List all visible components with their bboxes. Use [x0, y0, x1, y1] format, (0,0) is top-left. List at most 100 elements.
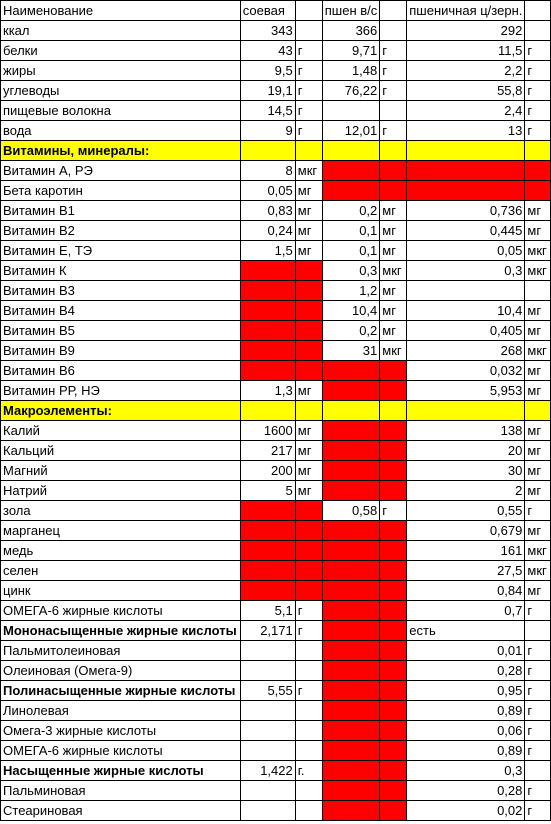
cell-soy-unit[interactable] [294, 720, 323, 741]
cell-millet-unit[interactable]: мг [379, 300, 408, 321]
cell-soy-value[interactable]: 0,83 [239, 200, 296, 221]
cell-millet-value[interactable] [321, 100, 381, 121]
cell-soy-value[interactable]: 1,422 [239, 760, 296, 781]
cell-soy-unit[interactable] [294, 580, 323, 601]
cell-wheat-value[interactable]: 20 [406, 440, 526, 461]
cell-wheat-value[interactable]: 0,95 [406, 680, 526, 701]
cell-millet-unit[interactable]: мг [379, 200, 408, 221]
cell-millet-value[interactable]: 12,01 [321, 120, 381, 141]
cell-millet-unit[interactable] [379, 20, 408, 41]
cell-wheat-unit[interactable] [524, 180, 551, 201]
cell-soy-unit[interactable] [294, 260, 323, 281]
cell-millet-value[interactable]: 76,22 [321, 80, 381, 101]
cell-soy-value[interactable] [239, 500, 296, 521]
cell-name[interactable]: Витамин В5 [0, 320, 241, 341]
cell-soy-value[interactable] [239, 320, 296, 341]
cell-wheat-unit[interactable]: г [524, 500, 551, 521]
cell-name[interactable]: медь [0, 540, 241, 561]
cell-soy-value[interactable] [239, 340, 296, 361]
cell-millet-unit[interactable] [379, 100, 408, 121]
cell-wheat-unit[interactable]: г [524, 60, 551, 81]
cell-millet-value[interactable] [321, 640, 381, 661]
cell-name[interactable]: марганец [0, 520, 241, 541]
cell-millet-value[interactable]: 1,2 [321, 280, 381, 301]
cell-millet-unit[interactable] [379, 580, 408, 601]
cell-wheat-unit[interactable]: г [524, 780, 551, 801]
cell-wheat-unit[interactable]: мкг [524, 240, 551, 261]
cell-soy-value[interactable] [239, 780, 296, 801]
cell-wheat-unit[interactable]: г [524, 700, 551, 721]
cell-soy-unit[interactable]: мг [294, 240, 323, 261]
cell-soy-unit[interactable]: г [294, 80, 323, 101]
cell-millet-value[interactable] [321, 480, 381, 501]
cell-millet-unit[interactable] [379, 180, 408, 201]
cell-soy-value[interactable] [239, 560, 296, 581]
cell-wheat-value[interactable] [406, 280, 526, 301]
cell-soy-value[interactable] [239, 720, 296, 741]
cell-name[interactable]: Пальмитолеиновая [0, 640, 241, 661]
header-cell-soy-value[interactable]: соевая [239, 0, 296, 21]
cell-soy-value[interactable] [239, 360, 296, 381]
header-cell-millet-value[interactable]: пшен в/с [321, 0, 381, 21]
cell-soy-value[interactable]: 8 [239, 160, 296, 181]
cell-wheat-value[interactable]: 0,7 [406, 600, 526, 621]
cell-name[interactable]: пищевые волокна [0, 100, 241, 121]
cell-name[interactable]: ОМЕГА-6 жирные кислоты [0, 600, 241, 621]
cell-millet-value[interactable]: 0,1 [321, 220, 381, 241]
cell-soy-value[interactable]: 1,3 [239, 380, 296, 401]
cell-millet-value[interactable]: 0,1 [321, 240, 381, 261]
cell-soy-unit[interactable] [294, 280, 323, 301]
cell-wheat-value[interactable]: 5,953 [406, 380, 526, 401]
cell-soy-unit[interactable]: мг [294, 220, 323, 241]
header-cell-millet-unit[interactable] [379, 0, 408, 21]
cell-soy-value[interactable]: 9,5 [239, 60, 296, 81]
cell-wheat-unit[interactable]: г [524, 720, 551, 741]
cell-wheat-value[interactable] [406, 180, 526, 201]
cell-wheat-value[interactable]: 0,89 [406, 700, 526, 721]
cell-millet-value[interactable]: 0,58 [321, 500, 381, 521]
cell-soy-unit[interactable] [294, 740, 323, 761]
cell-wheat-unit[interactable]: г [524, 120, 551, 141]
cell-millet-unit[interactable] [379, 780, 408, 801]
cell-soy-unit[interactable] [294, 300, 323, 321]
cell-soy-value[interactable] [239, 700, 296, 721]
cell-millet-unit[interactable] [379, 380, 408, 401]
cell-soy-unit[interactable]: мкг [294, 160, 323, 181]
cell-soy-value[interactable]: 5,55 [239, 680, 296, 701]
cell-millet-unit[interactable] [379, 640, 408, 661]
cell-soy-value[interactable] [239, 740, 296, 761]
cell-wheat-value[interactable]: 268 [406, 340, 526, 361]
cell-wheat-unit[interactable]: мг [524, 380, 551, 401]
cell-wheat-value[interactable]: 13 [406, 120, 526, 141]
cell-millet-unit[interactable] [379, 360, 408, 381]
cell-millet-unit[interactable] [379, 520, 408, 541]
cell-millet-unit[interactable]: г [379, 60, 408, 81]
cell-wheat-value[interactable]: 0,55 [406, 500, 526, 521]
cell-wheat-unit[interactable]: г [524, 800, 551, 821]
cell-wheat-unit[interactable]: мг [524, 320, 551, 341]
cell-soy-value[interactable] [239, 640, 296, 661]
cell-name[interactable]: Олеиновая (Омега-9) [0, 660, 241, 681]
cell-millet-unit[interactable] [379, 400, 408, 421]
cell-wheat-value[interactable]: 0,679 [406, 520, 526, 541]
cell-wheat-unit[interactable] [524, 620, 551, 641]
cell-wheat-value[interactable]: 0,736 [406, 200, 526, 221]
cell-wheat-value[interactable]: 0,3 [406, 260, 526, 281]
cell-soy-value[interactable] [239, 140, 296, 161]
cell-wheat-value[interactable]: 0,28 [406, 660, 526, 681]
cell-soy-unit[interactable] [294, 400, 323, 421]
cell-millet-value[interactable]: 31 [321, 340, 381, 361]
cell-wheat-value[interactable]: 11,5 [406, 40, 526, 61]
cell-soy-unit[interactable] [294, 320, 323, 341]
cell-wheat-unit[interactable]: г [524, 680, 551, 701]
cell-soy-value[interactable]: 5,1 [239, 600, 296, 621]
cell-millet-value[interactable]: 0,2 [321, 320, 381, 341]
cell-millet-value[interactable] [321, 660, 381, 681]
cell-soy-unit[interactable]: мг [294, 200, 323, 221]
cell-soy-value[interactable] [239, 300, 296, 321]
cell-wheat-value[interactable]: 27,5 [406, 560, 526, 581]
cell-millet-value[interactable]: 0,3 [321, 260, 381, 281]
cell-name[interactable]: Витамин В4 [0, 300, 241, 321]
cell-name[interactable]: Омега-3 жирные кислоты [0, 720, 241, 741]
cell-millet-unit[interactable] [379, 540, 408, 561]
